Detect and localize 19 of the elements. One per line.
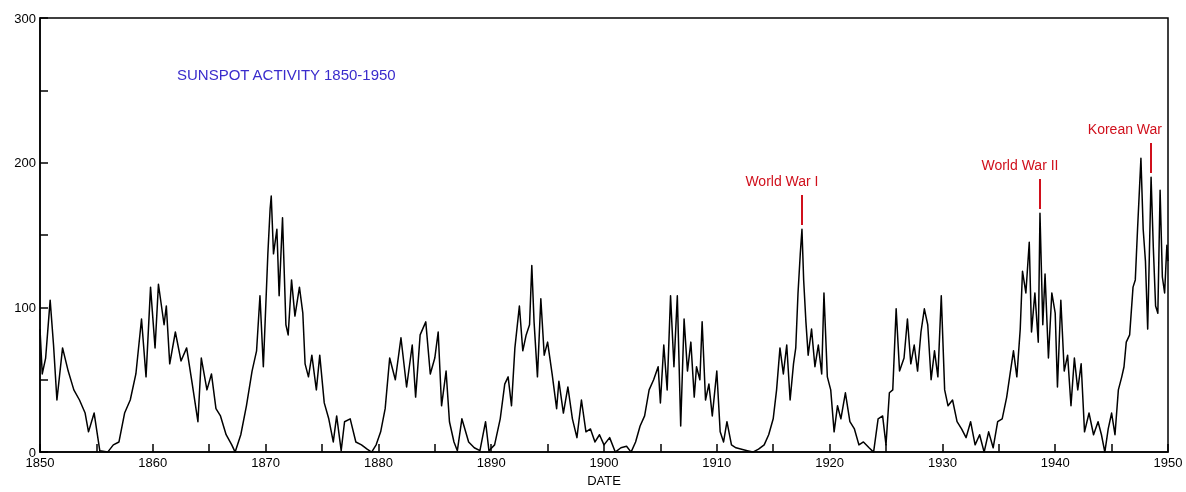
x-tick-label: 1850 bbox=[25, 455, 55, 471]
annotation: World War II bbox=[981, 157, 1059, 174]
x-tick-label: 1880 bbox=[363, 455, 393, 471]
text: SUNSPOT ACTIVITY 1850-1950 bbox=[177, 66, 396, 83]
x-tick-label: 1900 bbox=[589, 455, 619, 471]
x-axis-title: DATE bbox=[587, 473, 622, 488]
y-tick-label: 300 bbox=[14, 10, 36, 26]
x-tick-label: 1890 bbox=[476, 455, 506, 471]
x-tick-label: 1920 bbox=[815, 455, 845, 471]
x-tick-label: 1910 bbox=[702, 455, 732, 471]
y-tick-label: 100 bbox=[14, 299, 36, 315]
x-tick-label: 1940 bbox=[1040, 455, 1070, 471]
y-tick-label: 200 bbox=[14, 155, 36, 171]
x-tick-label: 1950 bbox=[1153, 455, 1183, 471]
annotation: Korean War bbox=[1087, 121, 1162, 138]
annotation: World War I bbox=[745, 173, 819, 190]
x-tick-label: 1870 bbox=[251, 455, 281, 471]
x-tick-label: 1860 bbox=[138, 455, 168, 471]
x-tick-label: 1930 bbox=[927, 455, 957, 471]
